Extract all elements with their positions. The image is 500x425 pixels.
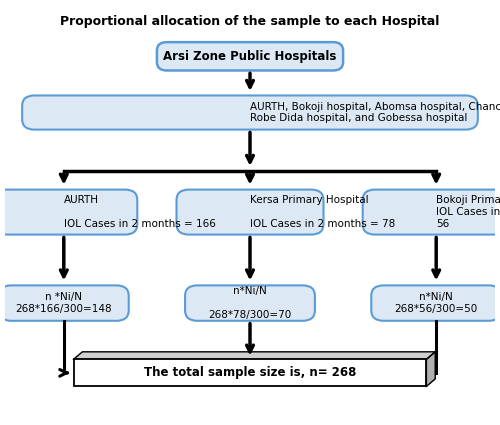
Bar <box>74 359 426 386</box>
FancyBboxPatch shape <box>362 190 500 235</box>
FancyBboxPatch shape <box>0 190 138 235</box>
Text: Kersa Primary Hospital

IOL Cases in 2 months = 78: Kersa Primary Hospital IOL Cases in 2 mo… <box>250 196 395 229</box>
Text: AURTH

IOL Cases in 2 months = 166: AURTH IOL Cases in 2 months = 166 <box>64 196 216 229</box>
Text: Arsi Zone Public Hospitals: Arsi Zone Public Hospitals <box>164 50 336 63</box>
Text: The total sample size is, n= 268: The total sample size is, n= 268 <box>144 366 356 380</box>
Polygon shape <box>74 352 435 359</box>
FancyBboxPatch shape <box>0 286 128 321</box>
FancyBboxPatch shape <box>176 190 324 235</box>
FancyBboxPatch shape <box>372 286 500 321</box>
Text: n*Ni/N
268*56/300=50: n*Ni/N 268*56/300=50 <box>394 292 478 314</box>
Text: Proportional allocation of the sample to each Hospital: Proportional allocation of the sample to… <box>60 15 440 28</box>
FancyBboxPatch shape <box>185 286 315 321</box>
FancyBboxPatch shape <box>157 42 343 71</box>
Text: n*Ni/N

268*78/300=70: n*Ni/N 268*78/300=70 <box>208 286 292 320</box>
Text: Bokoji Primary Hospital
IOL Cases in 2 months =
56: Bokoji Primary Hospital IOL Cases in 2 m… <box>436 196 500 229</box>
FancyBboxPatch shape <box>22 96 478 130</box>
Text: AURTH, Bokoji hospital, Abomsa hospital, Chancho hospital, Kersa hospital, Kula : AURTH, Bokoji hospital, Abomsa hospital,… <box>250 102 500 123</box>
Polygon shape <box>426 352 435 386</box>
Text: n *Ni/N
268*166/300=148: n *Ni/N 268*166/300=148 <box>16 292 112 314</box>
